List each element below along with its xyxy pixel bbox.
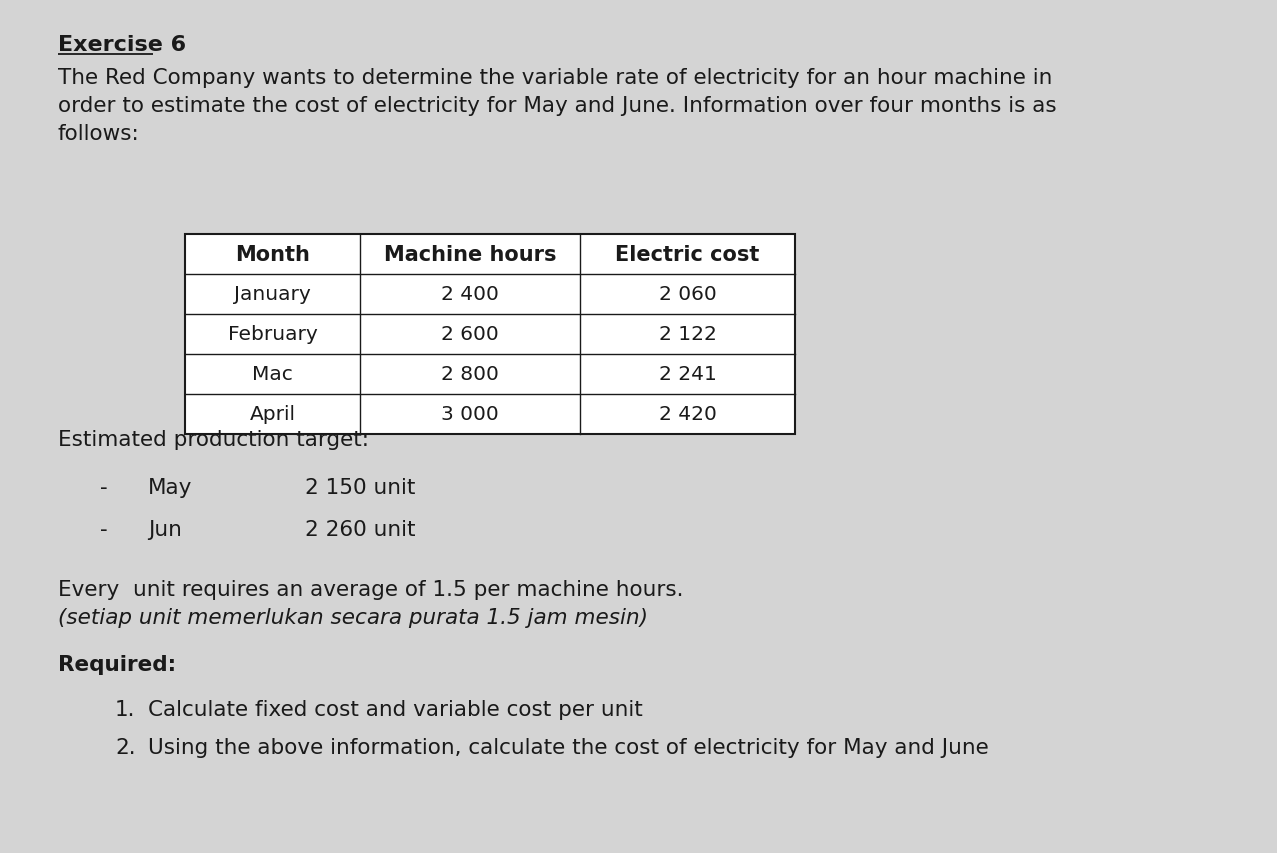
Bar bbox=[185, 235, 796, 434]
Text: April: April bbox=[249, 405, 295, 424]
Text: Month: Month bbox=[235, 245, 310, 264]
Text: Jun: Jun bbox=[148, 519, 181, 539]
Text: Electric cost: Electric cost bbox=[616, 245, 760, 264]
Text: Calculate fixed cost and variable cost per unit: Calculate fixed cost and variable cost p… bbox=[148, 699, 642, 719]
Text: Using the above information, calculate the cost of electricity for May and June: Using the above information, calculate t… bbox=[148, 737, 988, 757]
Text: Mac: Mac bbox=[252, 365, 292, 384]
Text: order to estimate the cost of electricity for May and June. Information over fou: order to estimate the cost of electricit… bbox=[57, 96, 1056, 116]
Text: 2 060: 2 060 bbox=[659, 285, 716, 305]
Text: 2 122: 2 122 bbox=[659, 325, 716, 344]
Text: 2 400: 2 400 bbox=[441, 285, 499, 305]
Text: -: - bbox=[100, 478, 107, 497]
Text: May: May bbox=[148, 478, 193, 497]
Text: 2 150 unit: 2 150 unit bbox=[305, 478, 415, 497]
Text: (setiap unit memerlukan secara purata 1.5 jam mesin): (setiap unit memerlukan secara purata 1.… bbox=[57, 607, 647, 627]
Text: Every  unit requires an average of 1.5 per machine hours.: Every unit requires an average of 1.5 pe… bbox=[57, 579, 683, 600]
Text: 2 241: 2 241 bbox=[659, 365, 716, 384]
Text: January: January bbox=[234, 285, 310, 305]
Text: Required:: Required: bbox=[57, 654, 176, 674]
Text: 2 800: 2 800 bbox=[441, 365, 499, 384]
Text: 1.: 1. bbox=[115, 699, 135, 719]
Text: Exercise 6: Exercise 6 bbox=[57, 35, 186, 55]
Text: Estimated production target:: Estimated production target: bbox=[57, 430, 369, 450]
Text: 2 420: 2 420 bbox=[659, 405, 716, 424]
Text: follows:: follows: bbox=[57, 124, 139, 144]
Text: 2 600: 2 600 bbox=[441, 325, 499, 344]
Text: 2 260 unit: 2 260 unit bbox=[305, 519, 415, 539]
Text: 3 000: 3 000 bbox=[441, 405, 499, 424]
Text: Machine hours: Machine hours bbox=[384, 245, 557, 264]
Text: -: - bbox=[100, 519, 107, 539]
Text: 2.: 2. bbox=[115, 737, 135, 757]
Text: The Red Company wants to determine the variable rate of electricity for an hour : The Red Company wants to determine the v… bbox=[57, 68, 1052, 88]
Text: February: February bbox=[227, 325, 318, 344]
